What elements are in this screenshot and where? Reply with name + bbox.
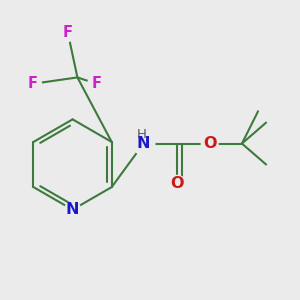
Circle shape <box>59 23 77 41</box>
Circle shape <box>23 75 41 93</box>
Text: F: F <box>63 25 73 40</box>
Circle shape <box>88 75 106 93</box>
Text: N: N <box>66 202 79 217</box>
Text: F: F <box>92 76 102 92</box>
Circle shape <box>169 176 186 192</box>
Text: H: H <box>137 128 147 141</box>
Circle shape <box>64 202 81 218</box>
Text: F: F <box>27 76 37 92</box>
Text: O: O <box>203 136 216 151</box>
Circle shape <box>132 132 155 155</box>
Text: N: N <box>137 136 150 151</box>
Circle shape <box>201 135 218 152</box>
Text: O: O <box>171 176 184 191</box>
